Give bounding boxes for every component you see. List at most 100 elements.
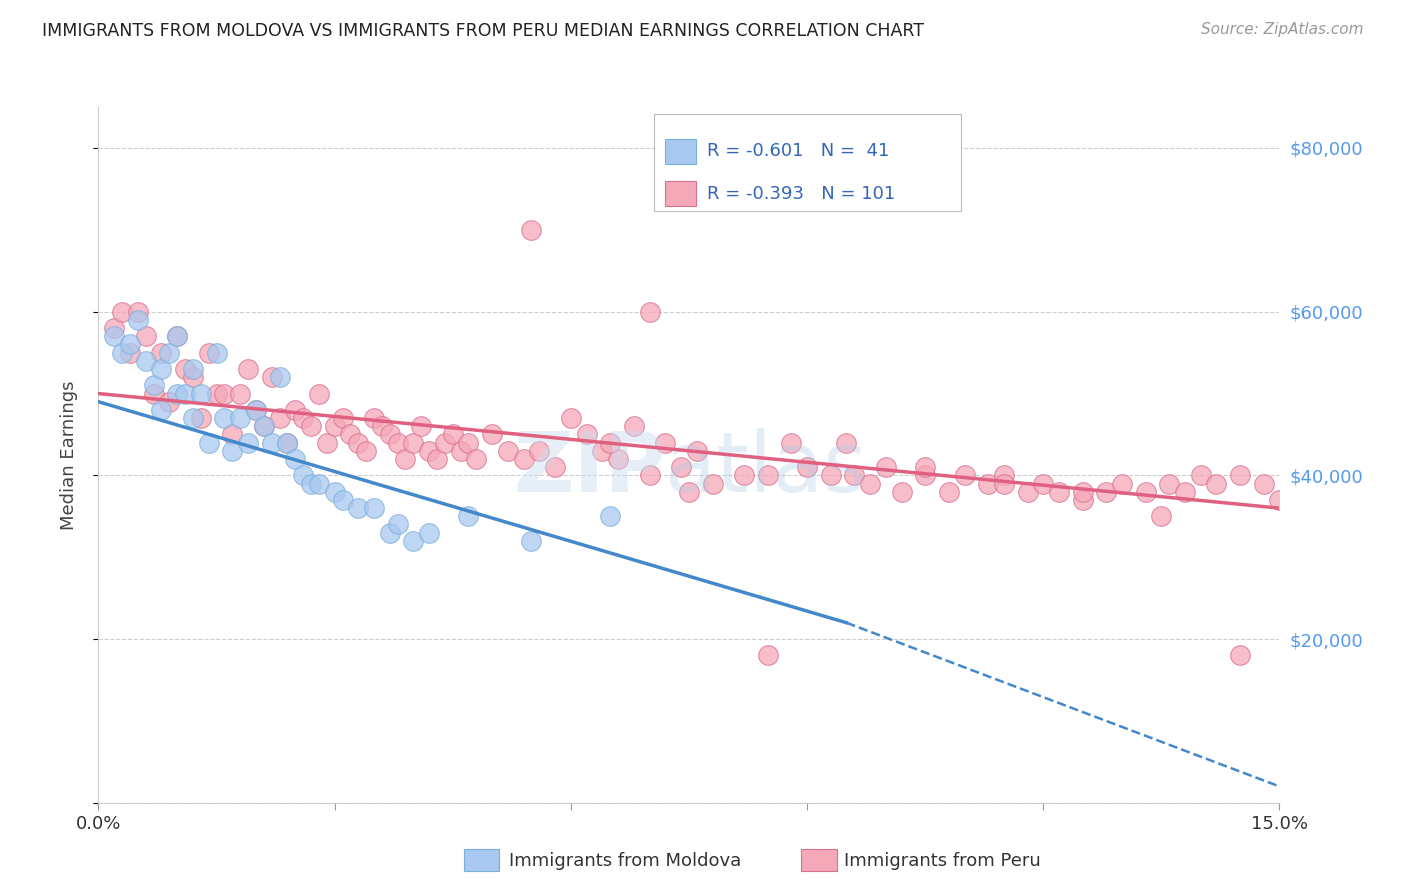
- Point: [174, 362, 197, 376]
- Point: [544, 460, 567, 475]
- Point: [844, 468, 866, 483]
- Point: [654, 435, 676, 450]
- Point: [465, 452, 488, 467]
- Point: [457, 435, 479, 450]
- Point: [669, 460, 692, 475]
- Point: [142, 386, 165, 401]
- Point: [308, 476, 330, 491]
- Point: [560, 411, 582, 425]
- Point: [953, 468, 976, 483]
- Point: [103, 329, 125, 343]
- Point: [347, 435, 370, 450]
- Text: R = -0.601   N =  41: R = -0.601 N = 41: [707, 142, 890, 160]
- Point: [197, 345, 219, 359]
- Point: [299, 476, 322, 491]
- Point: [197, 435, 219, 450]
- Point: [914, 468, 936, 483]
- Point: [520, 223, 543, 237]
- Point: [127, 313, 149, 327]
- Point: [993, 468, 1015, 483]
- Point: [977, 476, 1000, 491]
- Point: [638, 304, 661, 318]
- Point: [529, 443, 551, 458]
- Point: [127, 304, 149, 318]
- Point: [835, 435, 858, 450]
- Point: [150, 362, 173, 376]
- Text: atlas: atlas: [665, 428, 868, 509]
- Point: [418, 443, 440, 458]
- Point: [1017, 484, 1039, 499]
- Point: [441, 427, 464, 442]
- Point: [575, 427, 598, 442]
- Point: [1159, 476, 1181, 491]
- Point: [142, 378, 165, 392]
- Point: [221, 443, 243, 458]
- Point: [284, 403, 307, 417]
- Point: [481, 427, 503, 442]
- Point: [875, 460, 897, 475]
- Point: [245, 403, 267, 417]
- Point: [181, 411, 204, 425]
- Point: [166, 386, 188, 401]
- Point: [269, 411, 291, 425]
- Point: [702, 476, 724, 491]
- Point: [253, 419, 276, 434]
- Point: [214, 386, 236, 401]
- Point: [111, 345, 134, 359]
- Point: [339, 427, 361, 442]
- Point: [1268, 492, 1291, 507]
- Point: [914, 460, 936, 475]
- Point: [756, 648, 779, 663]
- Point: [512, 452, 534, 467]
- Point: [166, 329, 188, 343]
- Point: [190, 386, 212, 401]
- Point: [678, 484, 700, 499]
- Point: [1205, 476, 1227, 491]
- Point: [269, 370, 291, 384]
- Point: [229, 411, 252, 425]
- Point: [174, 386, 197, 401]
- Point: [111, 304, 134, 318]
- Point: [796, 460, 818, 475]
- Point: [599, 509, 621, 524]
- Point: [260, 370, 283, 384]
- Point: [756, 468, 779, 483]
- Point: [236, 362, 259, 376]
- Point: [733, 468, 755, 483]
- Point: [236, 435, 259, 450]
- Point: [221, 427, 243, 442]
- Point: [118, 345, 141, 359]
- Point: [394, 452, 416, 467]
- Point: [157, 394, 180, 409]
- Point: [347, 501, 370, 516]
- Text: R = -0.393   N = 101: R = -0.393 N = 101: [707, 185, 896, 202]
- Point: [890, 484, 912, 499]
- Point: [323, 484, 346, 499]
- Point: [780, 435, 803, 450]
- Point: [1135, 484, 1157, 499]
- Point: [214, 411, 236, 425]
- Point: [292, 468, 315, 483]
- Point: [418, 525, 440, 540]
- Point: [623, 419, 645, 434]
- Point: [378, 525, 401, 540]
- Point: [1189, 468, 1212, 483]
- Point: [332, 492, 354, 507]
- Point: [253, 419, 276, 434]
- Point: [402, 435, 425, 450]
- Point: [371, 419, 394, 434]
- Point: [150, 345, 173, 359]
- Point: [1229, 468, 1251, 483]
- Point: [378, 427, 401, 442]
- Point: [135, 353, 157, 368]
- Point: [150, 403, 173, 417]
- Point: [181, 362, 204, 376]
- Point: [135, 329, 157, 343]
- Point: [229, 386, 252, 401]
- Point: [260, 435, 283, 450]
- Text: Source: ZipAtlas.com: Source: ZipAtlas.com: [1201, 22, 1364, 37]
- Point: [166, 329, 188, 343]
- Point: [323, 419, 346, 434]
- Point: [686, 443, 709, 458]
- Point: [363, 501, 385, 516]
